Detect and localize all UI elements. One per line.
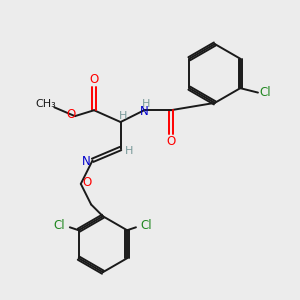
- Text: H: H: [125, 146, 134, 157]
- Text: Cl: Cl: [140, 219, 152, 232]
- Text: O: O: [67, 108, 76, 121]
- Text: N: N: [140, 105, 148, 118]
- Text: N: N: [82, 155, 91, 168]
- Text: Cl: Cl: [54, 219, 65, 232]
- Text: H: H: [119, 110, 128, 121]
- Text: H: H: [141, 99, 150, 110]
- Text: Cl: Cl: [260, 86, 271, 99]
- Text: CH₃: CH₃: [35, 99, 56, 110]
- Text: O: O: [82, 176, 91, 189]
- Text: O: O: [166, 135, 175, 148]
- Text: O: O: [89, 73, 99, 86]
